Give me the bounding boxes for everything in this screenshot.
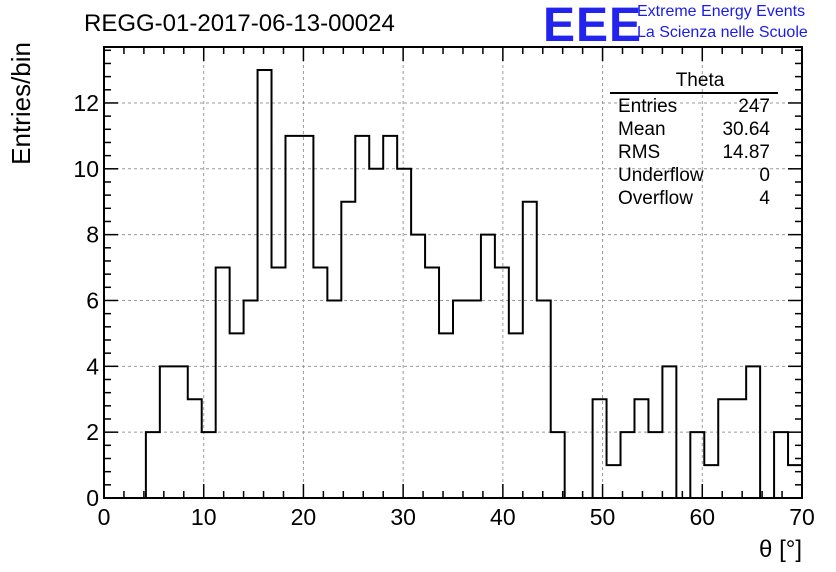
- stats-value: 30.64: [722, 119, 770, 140]
- y-tick-label: 2: [86, 419, 99, 445]
- x-tick-label: 60: [689, 504, 715, 530]
- stats-label: Overflow: [618, 188, 693, 209]
- x-tick-label: 10: [191, 504, 217, 530]
- stats-row: Overflow 4: [610, 188, 780, 211]
- y-tick-label: 8: [86, 222, 99, 248]
- y-tick-label: 6: [86, 287, 99, 313]
- stats-label: RMS: [618, 142, 661, 163]
- stats-label: Entries: [618, 96, 678, 117]
- stats-row: Entries 247: [610, 96, 780, 119]
- y-tick-label: 4: [86, 353, 99, 379]
- plot-frame: [103, 46, 803, 499]
- stats-value: 4: [759, 188, 770, 209]
- x-tick-label: 20: [291, 504, 317, 530]
- y-tick-label: 12: [73, 90, 99, 116]
- x-axis-label: θ [°]: [759, 536, 802, 563]
- chart-title: REGG-01-2017-06-13-00024: [84, 10, 395, 37]
- eee-logo: EEE: [543, 0, 643, 52]
- stats-divider: [610, 92, 778, 94]
- stats-label: Mean: [618, 119, 666, 140]
- y-tick-label: 10: [73, 156, 99, 182]
- stats-row: Mean 30.64: [610, 119, 780, 142]
- x-tick-label: 70: [789, 504, 815, 530]
- stats-row: RMS 14.87: [610, 142, 780, 165]
- x-tick-label: 40: [490, 504, 516, 530]
- stats-label: Underflow: [618, 165, 704, 186]
- y-axis-label: Entries/bin: [6, 42, 36, 165]
- stats-row: Underflow 0: [610, 165, 780, 188]
- stats-value: 247: [738, 96, 770, 117]
- x-tick-label: 50: [590, 504, 616, 530]
- stats-title: Theta: [675, 70, 725, 91]
- x-tick-label: 0: [98, 504, 111, 530]
- stats-value: 14.87: [722, 142, 770, 163]
- x-tick-label: 30: [390, 504, 416, 530]
- y-tick-label: 0: [86, 485, 99, 511]
- logo-text-line1: Extreme Energy Events: [637, 3, 806, 20]
- stats-value: 0: [759, 165, 770, 186]
- axis-ticks: [103, 47, 803, 499]
- stats-box: Theta Entries 247 Mean 30.64 RMS 14.87 Unde…: [610, 70, 780, 211]
- logo-text-line2: La Scienza nelle Scuole: [637, 24, 808, 41]
